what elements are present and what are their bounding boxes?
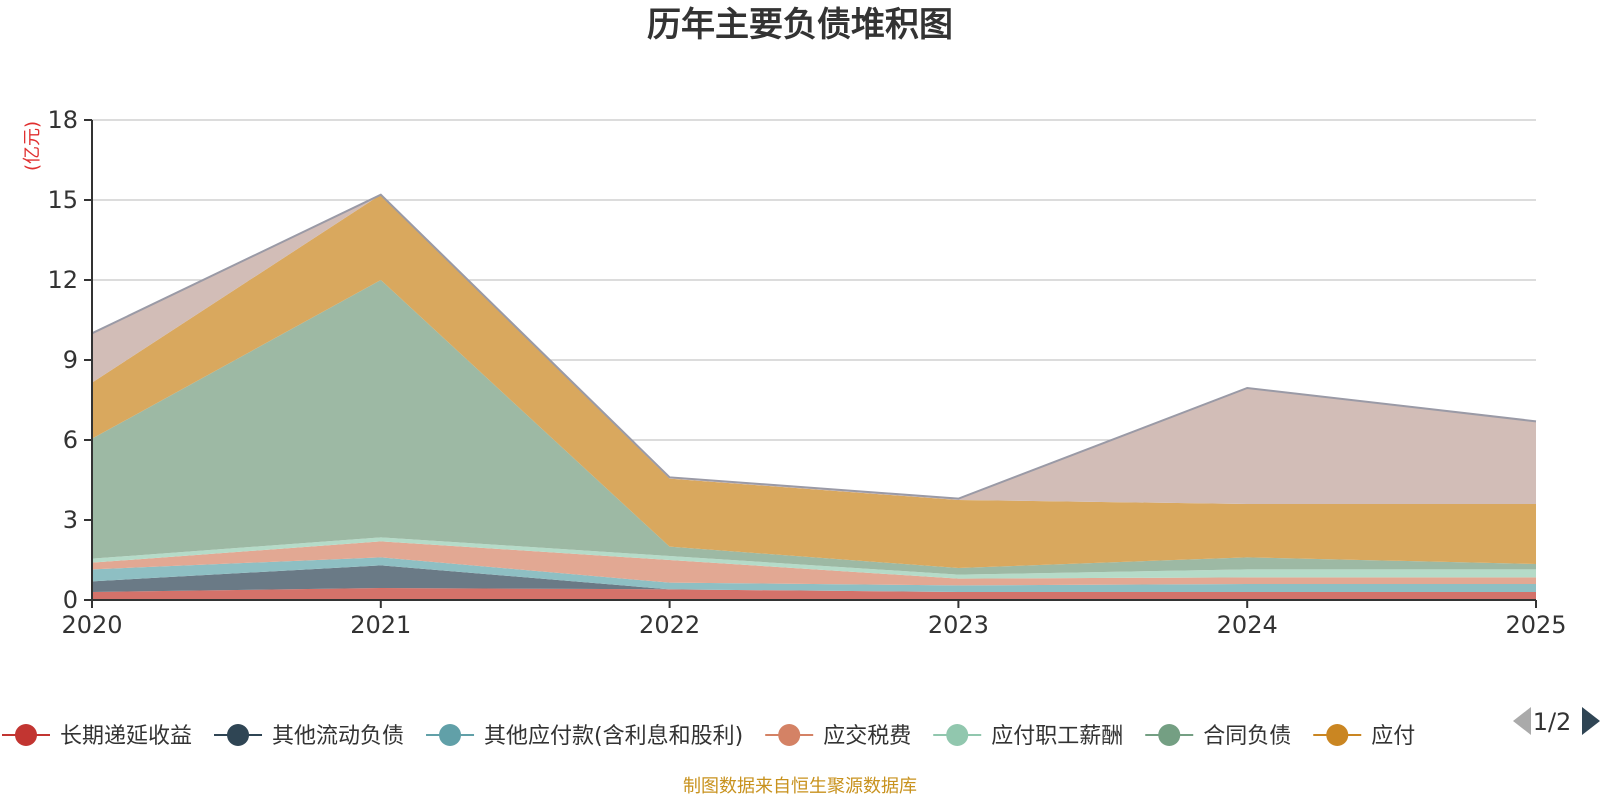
chart-title: 历年主要负债堆积图 — [647, 5, 953, 45]
legend-page-indicator: 1/2 — [1533, 708, 1572, 736]
legend-marker-dot — [15, 724, 37, 746]
legend-item[interactable]: 长期递延收益 — [2, 724, 192, 749]
legend-next-page-icon[interactable] — [1582, 707, 1600, 735]
legend-item[interactable]: 应付 — [1313, 724, 1415, 749]
y-tick-label: 6 — [63, 426, 78, 454]
legend: 长期递延收益 其他流动负债 其他应付款(含利息和股利) 应交税费 应付职工薪酬 合同负债 应… — [2, 724, 1415, 749]
y-tick-label: 12 — [47, 266, 78, 294]
y-tick-label: 0 — [63, 586, 78, 614]
legend-marker-dot — [439, 724, 462, 746]
y-tick-label: 3 — [63, 506, 78, 534]
legend-pager: 1/2 — [1513, 707, 1600, 736]
legend-marker-dot — [778, 724, 801, 746]
legend-label: 应交税费 — [823, 724, 911, 749]
legend-marker-dot — [946, 724, 969, 746]
legend-label: 合同负债 — [1203, 724, 1291, 749]
legend-item[interactable]: 其他流动负债 — [214, 724, 404, 749]
legend-marker-dot — [1158, 724, 1181, 746]
legend-item[interactable]: 其他应付款(含利息和股利) — [426, 724, 743, 749]
data-source-note: 制图数据来自恒生聚源数据库 — [683, 776, 917, 797]
y-tick-label: 15 — [47, 186, 78, 214]
legend-label: 应付 — [1371, 724, 1415, 749]
legend-item[interactable]: 应交税费 — [765, 724, 911, 749]
x-tick-label: 2023 — [928, 611, 989, 639]
area-series — [91, 193, 1537, 600]
legend-marker-dot — [1326, 724, 1349, 746]
x-tick-label: 2024 — [1217, 611, 1278, 639]
axes: 0 3 6 9 12 15 18 2020 2021 2022 2023 2024 2025 — [47, 106, 1566, 639]
area-series-0 — [92, 588, 1536, 600]
legend-label: 应付职工薪酬 — [991, 724, 1123, 749]
legend-item[interactable]: 合同负债 — [1145, 724, 1291, 749]
area-series-3 — [92, 541, 1536, 586]
x-tick-label: 2025 — [1505, 611, 1566, 639]
area-series-5 — [92, 280, 1536, 575]
area-series-7 — [92, 194, 1536, 504]
legend-label: 长期递延收益 — [60, 724, 192, 749]
x-tick-label: 2022 — [639, 611, 700, 639]
y-axis-unit-label: (亿元) — [22, 121, 43, 171]
legend-marker-dot — [227, 724, 250, 746]
legend-prev-page-icon[interactable] — [1513, 707, 1531, 735]
x-tick-label: 2021 — [350, 611, 411, 639]
legend-label: 其他流动负债 — [272, 724, 404, 749]
y-tick-label: 18 — [47, 106, 78, 134]
legend-label: 其他应付款(含利息和股利) — [484, 724, 743, 749]
area-series-2 — [92, 557, 1536, 592]
area-series-1 — [92, 565, 1536, 592]
area-series-6 — [92, 194, 1536, 568]
stack-top-line — [91, 193, 1537, 500]
legend-item[interactable]: 应付职工薪酬 — [933, 724, 1123, 749]
area-series-4 — [92, 537, 1536, 579]
y-tick-label: 9 — [63, 346, 78, 374]
x-tick-label: 2020 — [61, 611, 122, 639]
